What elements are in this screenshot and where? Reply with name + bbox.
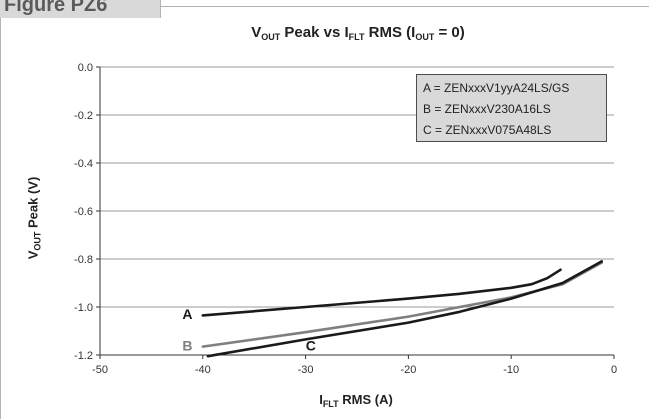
figure-label: Figure PZ6 xyxy=(4,0,108,16)
frame-left-rule xyxy=(0,18,1,419)
figure-label-tab: Figure PZ6 xyxy=(0,0,160,18)
x-axis-label: IFLT RMS (A) xyxy=(319,392,393,409)
y-tick-label: -0.6 xyxy=(74,206,93,218)
legend-entry-a: A = ZENxxxV1yyA24LS/GS xyxy=(423,81,570,95)
x-tick-label: -50 xyxy=(92,364,108,376)
y-tick-label: -0.8 xyxy=(74,254,93,266)
legend-entry-b: B = ZENxxxV230A16LS xyxy=(423,102,551,116)
x-tick-label: -20 xyxy=(400,364,416,376)
frame-divider xyxy=(160,0,161,18)
series-line-a xyxy=(201,268,562,317)
x-tick-label: -40 xyxy=(195,364,211,376)
series-annotation-c: C xyxy=(306,337,316,353)
y-tick-label: -0.2 xyxy=(74,110,93,122)
x-tick-label: 0 xyxy=(611,364,617,376)
y-tick-label: -0.4 xyxy=(74,158,93,170)
series-line-b xyxy=(201,261,604,348)
y-tick-label: -1.0 xyxy=(74,302,93,314)
series-line-c xyxy=(206,260,604,358)
x-tick-label: -10 xyxy=(503,364,519,376)
legend: A = ZENxxxV1yyA24LS/GS B = ZENxxxV230A16… xyxy=(416,74,607,142)
x-tick-label: -30 xyxy=(298,364,314,376)
series-annotation-a: A xyxy=(182,306,192,322)
y-tick-label: -1.2 xyxy=(74,350,93,362)
chart-title: VOUT Peak vs IFLT RMS (IOUT = 0) xyxy=(251,24,465,42)
legend-entry-c: C = ZENxxxV075A48LS xyxy=(423,123,552,137)
y-tick-label: 0.0 xyxy=(78,62,93,74)
series-annotation-b: B xyxy=(182,337,192,353)
frame-top-rule xyxy=(160,6,649,7)
